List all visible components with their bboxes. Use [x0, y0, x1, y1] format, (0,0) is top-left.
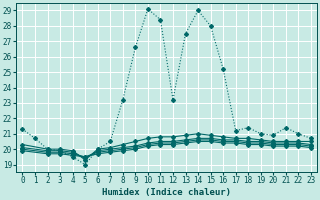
X-axis label: Humidex (Indice chaleur): Humidex (Indice chaleur) [102, 188, 231, 197]
